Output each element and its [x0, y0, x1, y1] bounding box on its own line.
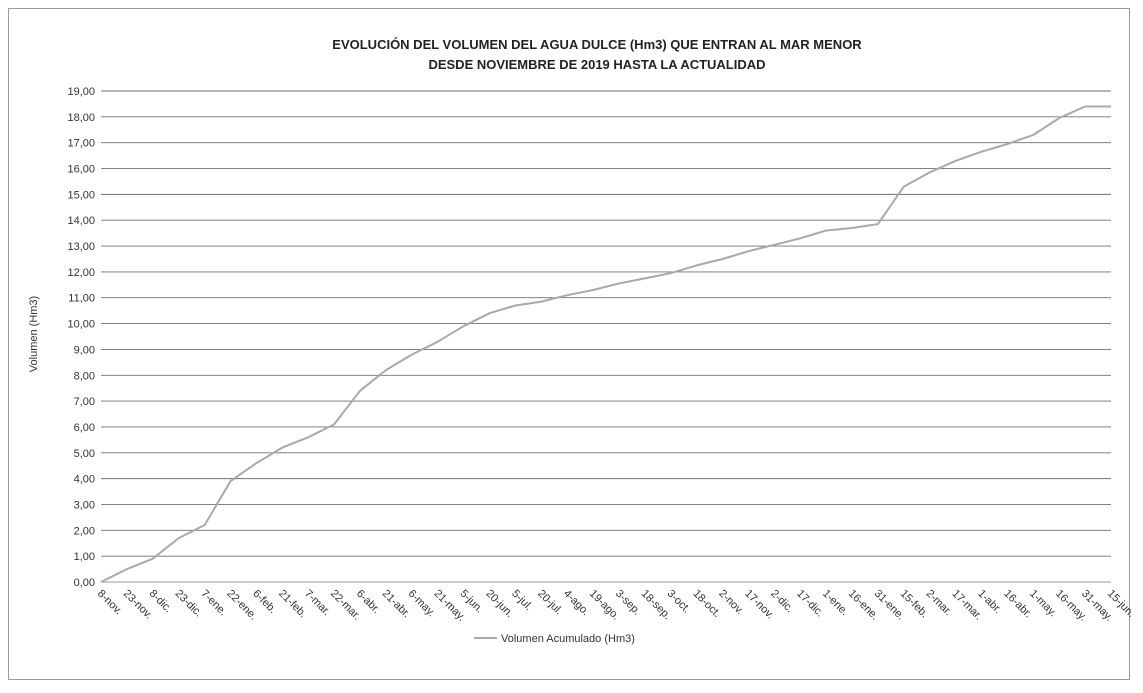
- x-tick-label: 18-oct.: [691, 588, 723, 620]
- line-chart: EVOLUCIÓN DEL VOLUMEN DEL AGUA DULCE (Hm…: [28, 37, 1131, 645]
- y-axis-ticks: 0,00 1,00 2,00 3,00 4,00 5,00 6,00 7,00 8,00 9,00…: [67, 86, 95, 589]
- y-tick-label: 2,00: [74, 525, 95, 537]
- x-tick-label: 20-jun.: [483, 588, 515, 620]
- y-tick-label: 9,00: [74, 344, 95, 356]
- x-tick-label: 8-nov.: [95, 588, 125, 618]
- chart-title: EVOLUCIÓN DEL VOLUMEN DEL AGUA DULCE (Hm…: [332, 37, 862, 52]
- series-layer: [100, 105, 1111, 583]
- y-tick-label: 5,00: [74, 448, 95, 460]
- x-tick-label: 21-abr.: [380, 588, 413, 621]
- y-tick-label: 3,00: [74, 499, 95, 511]
- gridlines: [101, 90, 1111, 583]
- x-axis-ticks: 8-nov.23-nov.8-dic.23-dic.7-ene.22-ene.6…: [95, 588, 1131, 624]
- x-tick-label: 16-abr.: [1001, 588, 1034, 621]
- y-tick-label: 13,00: [67, 241, 95, 253]
- y-tick-label: 14,00: [67, 215, 95, 227]
- y-tick-label: 8,00: [74, 370, 95, 382]
- x-tick-label: 23-dic.: [173, 588, 205, 620]
- y-tick-label: 10,00: [67, 319, 95, 331]
- y-tick-label: 11,00: [68, 293, 95, 305]
- x-tick-label: 6-may.: [406, 588, 438, 620]
- x-tick-label: 1-ene.: [820, 588, 851, 619]
- x-tick-label: 1-may.: [1027, 588, 1059, 620]
- y-tick-label: 7,00: [74, 396, 95, 408]
- y-tick-label: 19,00: [67, 86, 95, 98]
- y-tick-label: 16,00: [67, 164, 95, 176]
- y-tick-label: 4,00: [74, 474, 95, 486]
- y-tick-label: 15,00: [67, 189, 95, 201]
- legend-label: Volumen Acumulado (Hm3): [501, 633, 635, 645]
- x-tick-label: 21-feb.: [276, 588, 309, 621]
- x-tick-label: 17-dic.: [794, 588, 826, 620]
- chart-subtitle: DESDE NOVIEMBRE DE 2019 HASTA LA ACTUALI…: [428, 57, 765, 72]
- x-tick-label: 7-ene.: [198, 588, 229, 619]
- y-tick-label: 12,00: [67, 267, 95, 279]
- chart-frame: EVOLUCIÓN DEL VOLUMEN DEL AGUA DULCE (Hm…: [8, 8, 1131, 680]
- y-tick-label: 18,00: [67, 112, 95, 124]
- legend: Volumen Acumulado (Hm3): [474, 633, 635, 645]
- y-tick-label: 1,00: [74, 551, 95, 563]
- x-tick-label: 4-ago.: [561, 588, 592, 619]
- y-tick-label: 0,00: [74, 577, 95, 589]
- y-tick-label: 6,00: [74, 422, 95, 434]
- y-tick-label: 17,00: [67, 138, 95, 150]
- series-line: [100, 105, 1111, 583]
- y-axis-label: Volumen (Hm3): [28, 296, 40, 372]
- x-tick-label: 20-jul.: [535, 588, 565, 618]
